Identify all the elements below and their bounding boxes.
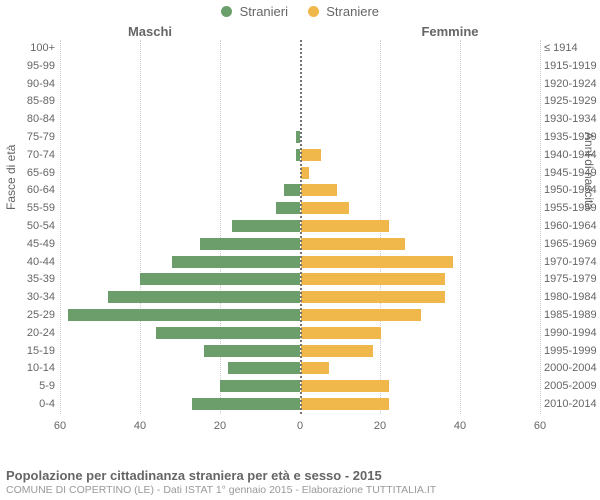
- bar-female: [301, 149, 321, 161]
- birth-year-label: 1960-1964: [544, 218, 600, 236]
- x-tick-label: 0: [297, 420, 303, 432]
- bar-male: [228, 362, 300, 374]
- birth-year-label: 1945-1949: [544, 165, 600, 183]
- birth-year-label: 1975-1979: [544, 271, 600, 289]
- footer-title: Popolazione per cittadinanza straniera p…: [6, 468, 594, 483]
- birth-year-label: 1985-1989: [544, 307, 600, 325]
- legend-dot-female: [308, 6, 319, 17]
- legend-item-female: Straniere: [308, 4, 379, 19]
- birth-year-label: 2005-2009: [544, 378, 600, 396]
- age-label: 40-44: [5, 254, 55, 272]
- legend-item-male: Stranieri: [221, 4, 288, 19]
- legend: Stranieri Straniere: [0, 4, 600, 19]
- legend-label-female: Straniere: [326, 4, 379, 19]
- bar-female: [301, 238, 405, 250]
- bar-male: [220, 380, 300, 392]
- legend-label-male: Stranieri: [240, 4, 288, 19]
- legend-dot-male: [221, 6, 232, 17]
- birth-year-label: 1930-1934: [544, 111, 600, 129]
- column-title-female: Femmine: [300, 24, 600, 39]
- bar-female: [301, 309, 421, 321]
- bar-female: [301, 327, 381, 339]
- age-label: 25-29: [5, 307, 55, 325]
- age-label: 90-94: [5, 76, 55, 94]
- birth-year-label: 1925-1929: [544, 93, 600, 111]
- population-pyramid-chart: Stranieri Straniere Maschi Femmine Fasce…: [0, 0, 600, 500]
- bar-male: [204, 345, 300, 357]
- bar-male: [200, 238, 300, 250]
- footer-subtitle: COMUNE DI COPERTINO (LE) - Dati ISTAT 1°…: [6, 484, 594, 496]
- age-label: 20-24: [5, 325, 55, 343]
- birth-year-label: 1970-1974: [544, 254, 600, 272]
- bar-female: [301, 256, 453, 268]
- x-tick-label: 20: [374, 420, 386, 432]
- x-tick-label: 60: [54, 420, 66, 432]
- bar-male: [140, 273, 300, 285]
- age-label: 10-14: [5, 360, 55, 378]
- bar-male: [284, 184, 300, 196]
- birth-year-label: 1990-1994: [544, 325, 600, 343]
- column-title-male: Maschi: [0, 24, 300, 39]
- x-tick-label: 20: [214, 420, 226, 432]
- bar-female: [301, 380, 389, 392]
- birth-year-label: ≤ 1914: [544, 40, 600, 58]
- age-label: 85-89: [5, 93, 55, 111]
- x-tick-label: 60: [534, 420, 546, 432]
- grid-line: [540, 40, 541, 414]
- bar-female: [301, 398, 389, 410]
- age-label: 0-4: [5, 396, 55, 414]
- x-tick-label: 40: [454, 420, 466, 432]
- age-label: 35-39: [5, 271, 55, 289]
- age-label: 80-84: [5, 111, 55, 129]
- age-label: 30-34: [5, 289, 55, 307]
- age-label: 95-99: [5, 58, 55, 76]
- bar-male: [108, 291, 300, 303]
- birth-year-label: 1995-1999: [544, 343, 600, 361]
- birth-year-label: 2000-2004: [544, 360, 600, 378]
- birth-year-label: 1950-1954: [544, 182, 600, 200]
- bar-female: [301, 167, 309, 179]
- bar-male: [276, 202, 300, 214]
- bar-male: [192, 398, 300, 410]
- bar-female: [301, 202, 349, 214]
- age-label: 50-54: [5, 218, 55, 236]
- bar-female: [301, 184, 337, 196]
- birth-year-label: 1935-1939: [544, 129, 600, 147]
- bar-female: [301, 291, 445, 303]
- birth-year-label: 1955-1959: [544, 200, 600, 218]
- age-label: 45-49: [5, 236, 55, 254]
- age-label: 55-59: [5, 200, 55, 218]
- bar-male: [172, 256, 300, 268]
- bar-female: [301, 220, 389, 232]
- plot-area: 100+≤ 191495-991915-191990-941920-192485…: [60, 40, 540, 440]
- bar-female: [301, 273, 445, 285]
- age-label: 5-9: [5, 378, 55, 396]
- age-label: 100+: [5, 40, 55, 58]
- bar-female: [301, 345, 373, 357]
- x-tick-label: 40: [134, 420, 146, 432]
- birth-year-label: 1920-1924: [544, 76, 600, 94]
- age-label: 15-19: [5, 343, 55, 361]
- bar-female: [301, 362, 329, 374]
- age-label: 65-69: [5, 165, 55, 183]
- birth-year-label: 1980-1984: [544, 289, 600, 307]
- age-label: 70-74: [5, 147, 55, 165]
- birth-year-label: 1915-1919: [544, 58, 600, 76]
- chart-footer: Popolazione per cittadinanza straniera p…: [6, 468, 594, 496]
- birth-year-label: 2010-2014: [544, 396, 600, 414]
- bar-male: [232, 220, 300, 232]
- age-label: 75-79: [5, 129, 55, 147]
- birth-year-label: 1965-1969: [544, 236, 600, 254]
- bar-male: [156, 327, 300, 339]
- bar-male: [68, 309, 300, 321]
- birth-year-label: 1940-1944: [544, 147, 600, 165]
- age-label: 60-64: [5, 182, 55, 200]
- center-line: [300, 40, 302, 414]
